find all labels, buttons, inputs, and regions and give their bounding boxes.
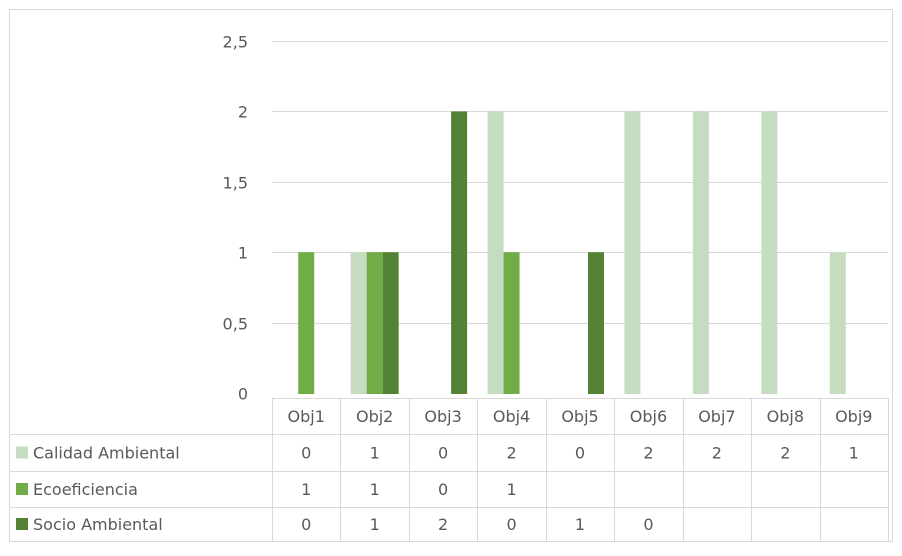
bar-ecoeficiencia-obj1 [298, 252, 315, 394]
table-cell-ecoeficiencia-obj4: 1 [506, 480, 516, 499]
category-label-obj5: Obj5 [561, 407, 598, 426]
y-axis-ticks: 0 0,5 1 1,5 2 2,5 [223, 33, 248, 404]
table-cell-calidad-ambiental-obj5: 0 [575, 444, 585, 463]
category-label-obj2: Obj2 [356, 407, 393, 426]
table-cell-socio-ambiental-obj4: 0 [506, 515, 516, 534]
table-cell-calidad-ambiental-obj9: 1 [849, 444, 859, 463]
table-cell-socio-ambiental-obj1: 0 [301, 515, 311, 534]
category-label-obj8: Obj8 [767, 407, 804, 426]
legend-label-socio-ambiental: Socio Ambiental [33, 515, 163, 534]
category-label-obj3: Obj3 [424, 407, 461, 426]
table-cell-ecoeficiencia-obj3: 0 [438, 480, 448, 499]
legend-label-ecoeficiencia: Ecoeficiencia [33, 480, 138, 499]
y-tick-label: 0,5 [223, 315, 248, 334]
legend-key-calidad-ambiental [16, 446, 28, 459]
y-tick-label: 1 [238, 244, 248, 263]
category-label-obj9: Obj9 [835, 407, 872, 426]
bars [298, 111, 846, 395]
table-cell-socio-ambiental-obj5: 1 [575, 515, 585, 534]
table-cell-ecoeficiencia-obj1: 1 [301, 480, 311, 499]
bar-calidad-ambiental-obj8 [761, 111, 778, 395]
legend-label-calidad-ambiental: Calidad Ambiental [33, 444, 180, 463]
bar-ecoeficiencia-obj4 [503, 252, 520, 394]
table-cell-socio-ambiental-obj3: 2 [438, 515, 448, 534]
table-cell-calidad-ambiental-obj2: 1 [370, 444, 380, 463]
bar-calidad-ambiental-obj2 [350, 252, 367, 394]
category-label-obj1: Obj1 [288, 407, 325, 426]
legend-key-ecoeficiencia [16, 483, 28, 495]
table-cell-ecoeficiencia-obj2: 1 [370, 480, 380, 499]
bar-ecoeficiencia-obj2 [366, 252, 383, 394]
y-tick-label: 0 [238, 385, 248, 404]
bar-socio-ambiental-obj2 [382, 252, 399, 394]
y-tick-label: 2 [238, 103, 248, 122]
category-label-obj6: Obj6 [630, 407, 667, 426]
category-label-obj7: Obj7 [698, 407, 735, 426]
bar-calidad-ambiental-obj6 [624, 111, 641, 395]
table-cell-calidad-ambiental-obj6: 2 [643, 444, 653, 463]
table-cell-socio-ambiental-obj6: 0 [643, 515, 653, 534]
table-cell-socio-ambiental-obj2: 1 [370, 515, 380, 534]
data-table: Obj1 Obj2 Obj3 Obj4 Obj5 Obj6 Obj7 Obj8 Obj9 Cali… [10, 398, 889, 541]
chart-border [9, 9, 893, 542]
bar-calidad-ambiental-obj4 [487, 111, 504, 395]
table-cell-calidad-ambiental-obj1: 0 [301, 444, 311, 463]
y-tick-label: 1,5 [223, 174, 248, 193]
table-cell-calidad-ambiental-obj4: 2 [506, 444, 516, 463]
bar-socio-ambiental-obj5 [588, 252, 604, 394]
category-label-obj4: Obj4 [493, 407, 530, 426]
bar-socio-ambiental-obj3 [451, 111, 468, 395]
y-tick-label: 2,5 [223, 33, 248, 52]
legend-key-socio-ambiental [16, 518, 28, 530]
table-cell-calidad-ambiental-obj7: 2 [712, 444, 722, 463]
bar-calidad-ambiental-obj9 [829, 252, 846, 394]
bar-calidad-ambiental-obj7 [692, 111, 709, 395]
table-cell-calidad-ambiental-obj3: 0 [438, 444, 448, 463]
table-cell-calidad-ambiental-obj8: 2 [780, 444, 790, 463]
